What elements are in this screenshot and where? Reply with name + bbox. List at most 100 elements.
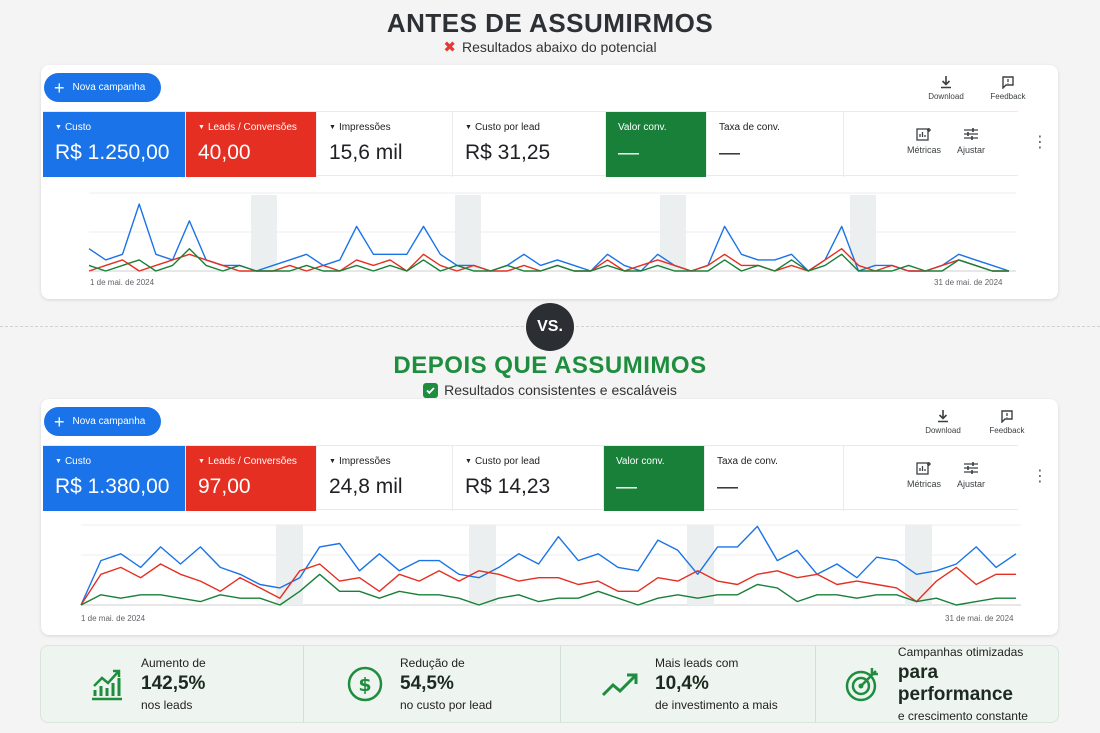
feedback-label: Feedback: [990, 92, 1026, 101]
download-button[interactable]: Download: [918, 409, 968, 435]
more-options-icon[interactable]: ⋮: [1032, 134, 1048, 151]
metric-label: Custo: [64, 456, 92, 467]
series-line-2: [80, 573, 1016, 606]
caret-down-icon: ▼: [465, 124, 472, 131]
metric-custo[interactable]: ▼ Custo R$ 1.380,00: [43, 446, 186, 511]
download-icon: [938, 410, 948, 423]
metric-taxa-conv[interactable]: Taxa de conv. —: [705, 446, 844, 511]
metric-label: Custo: [64, 122, 92, 133]
stat-more-leads: Mais leads com 10,4% de investimento a m…: [561, 646, 816, 722]
ajustar-button[interactable]: Ajustar: [957, 127, 985, 155]
metric-custo-por-lead[interactable]: ▼ Custo por lead R$ 31,25: [453, 112, 606, 177]
download-button[interactable]: Download: [921, 75, 971, 101]
metric-label: Valor conv.: [618, 122, 667, 133]
metric-impressoes[interactable]: ▼ Impressões 15,6 mil: [317, 112, 453, 177]
more-options-icon[interactable]: ⋮: [1032, 468, 1048, 485]
metric-value: 15,6 mil: [329, 141, 403, 164]
feedback-button[interactable]: Feedback: [983, 75, 1033, 101]
stat-bottom: e crescimento constante: [897, 709, 1028, 723]
caret-down-icon: ▼: [465, 458, 472, 465]
new-campaign-label: Nova campanha: [72, 416, 146, 427]
dollar-icon: $: [347, 666, 383, 702]
metric-custo[interactable]: ▼ Custo R$ 1.250,00: [43, 112, 186, 177]
chart-tools: Métricas Ajustar: [907, 127, 985, 155]
metric-label: Valor conv.: [616, 456, 665, 467]
stat-top: Mais leads com: [655, 656, 739, 670]
after-chart: [80, 524, 1021, 606]
metric-value: R$ 1.380,00: [55, 475, 170, 498]
download-label: Download: [925, 426, 961, 435]
metric-tiles: ▼ Custo R$ 1.250,00 ▼ Leads / Conversões 4…: [43, 111, 1018, 177]
after-subtitle: Resultados consistentes e escaláveis: [444, 382, 677, 398]
stat-bottom: nos leads: [141, 698, 193, 712]
feedback-icon: [1002, 76, 1014, 89]
metric-value: 40,00: [198, 141, 251, 164]
trend-up-icon: [601, 673, 638, 697]
new-campaign-label: Nova campanha: [72, 82, 146, 93]
tune-icon: [964, 128, 979, 140]
stat-top: Campanhas otimizadas: [897, 645, 1024, 659]
metricas-button[interactable]: Métricas: [907, 461, 941, 489]
metricas-button[interactable]: Métricas: [907, 127, 941, 155]
stat-bottom: no custo por lead: [400, 698, 493, 712]
metric-value: 24,8 mil: [329, 475, 403, 498]
stat-value: para performance: [897, 662, 1014, 705]
date-end: 31 de mai. de 2024: [934, 278, 1003, 287]
gridlines: [89, 192, 1016, 272]
metric-value: —: [618, 141, 639, 164]
metric-valor-conv[interactable]: Valor conv. —: [604, 446, 705, 511]
metric-value: 97,00: [198, 475, 251, 498]
bar-growth-icon: [92, 669, 122, 701]
ajustar-label: Ajustar: [957, 145, 986, 155]
metric-label: Custo por lead: [474, 122, 540, 133]
before-subtitle-row: ✖ Resultados abaixo do potencial: [0, 38, 1100, 56]
stat-value: 54,5%: [400, 673, 454, 694]
metric-taxa-conv[interactable]: Taxa de conv. —: [707, 112, 844, 177]
stat-bottom: de investimento a mais: [655, 698, 778, 712]
new-campaign-button[interactable]: + Nova campanha: [44, 73, 161, 102]
check-icon: [423, 382, 439, 398]
metric-custo-por-lead[interactable]: ▼ Custo por lead R$ 14,23: [453, 446, 604, 511]
metricas-label: Métricas: [907, 479, 942, 489]
metric-impressoes[interactable]: ▼ Impressões 24,8 mil: [317, 446, 453, 511]
metric-value: —: [717, 475, 738, 498]
metric-leads[interactable]: ▼ Leads / Conversões 97,00: [186, 446, 317, 511]
caret-down-icon: ▼: [329, 124, 336, 131]
cross-icon: ✖: [443, 39, 456, 56]
stat-value: 142,5%: [141, 673, 206, 694]
add-chart-icon: [916, 462, 931, 475]
weekend-bands: [251, 195, 876, 271]
svg-text:$: $: [358, 674, 371, 696]
plus-icon: +: [54, 77, 65, 98]
tune-icon: [964, 462, 979, 474]
stat-top: Redução de: [400, 656, 465, 670]
new-campaign-button[interactable]: + Nova campanha: [44, 407, 161, 436]
metric-label: Impressões: [338, 456, 391, 467]
after-subtitle-row: Resultados consistentes e escaláveis: [0, 382, 1100, 398]
series-line-2: [88, 248, 1009, 272]
metric-tiles: ▼ Custo R$ 1.380,00 ▼ Leads / Conversões 9…: [43, 445, 1018, 511]
caret-down-icon: ▼: [55, 124, 62, 131]
target-icon: [845, 668, 878, 702]
metric-label: Leads / Conversões: [207, 122, 297, 133]
feedback-label: Feedback: [989, 426, 1025, 435]
feedback-icon: [1001, 410, 1013, 423]
stat-top: Aumento de: [141, 656, 206, 670]
caret-down-icon: ▼: [198, 124, 205, 131]
download-label: Download: [928, 92, 964, 101]
before-title: ANTES DE ASSUMIRMOS: [386, 8, 714, 38]
date-start: 1 de mai. de 2024: [90, 278, 155, 287]
metricas-label: Métricas: [907, 145, 942, 155]
stat-cost-reduction: $ Redução de 54,5% no custo por lead: [304, 646, 561, 722]
metric-label: Leads / Conversões: [207, 456, 297, 467]
before-chart: [88, 192, 1016, 272]
after-title: DEPOIS QUE ASSUMIMOS: [393, 352, 707, 379]
weekend-bands: [276, 525, 932, 605]
metric-label: Taxa de conv.: [717, 456, 778, 467]
metric-leads[interactable]: ▼ Leads / Conversões 40,00: [186, 112, 317, 177]
gridlines: [81, 524, 1021, 606]
chart-tools: Métricas Ajustar: [907, 461, 985, 489]
metric-valor-conv[interactable]: Valor conv. —: [606, 112, 707, 177]
feedback-button[interactable]: Feedback: [982, 409, 1032, 435]
ajustar-button[interactable]: Ajustar: [957, 461, 985, 489]
